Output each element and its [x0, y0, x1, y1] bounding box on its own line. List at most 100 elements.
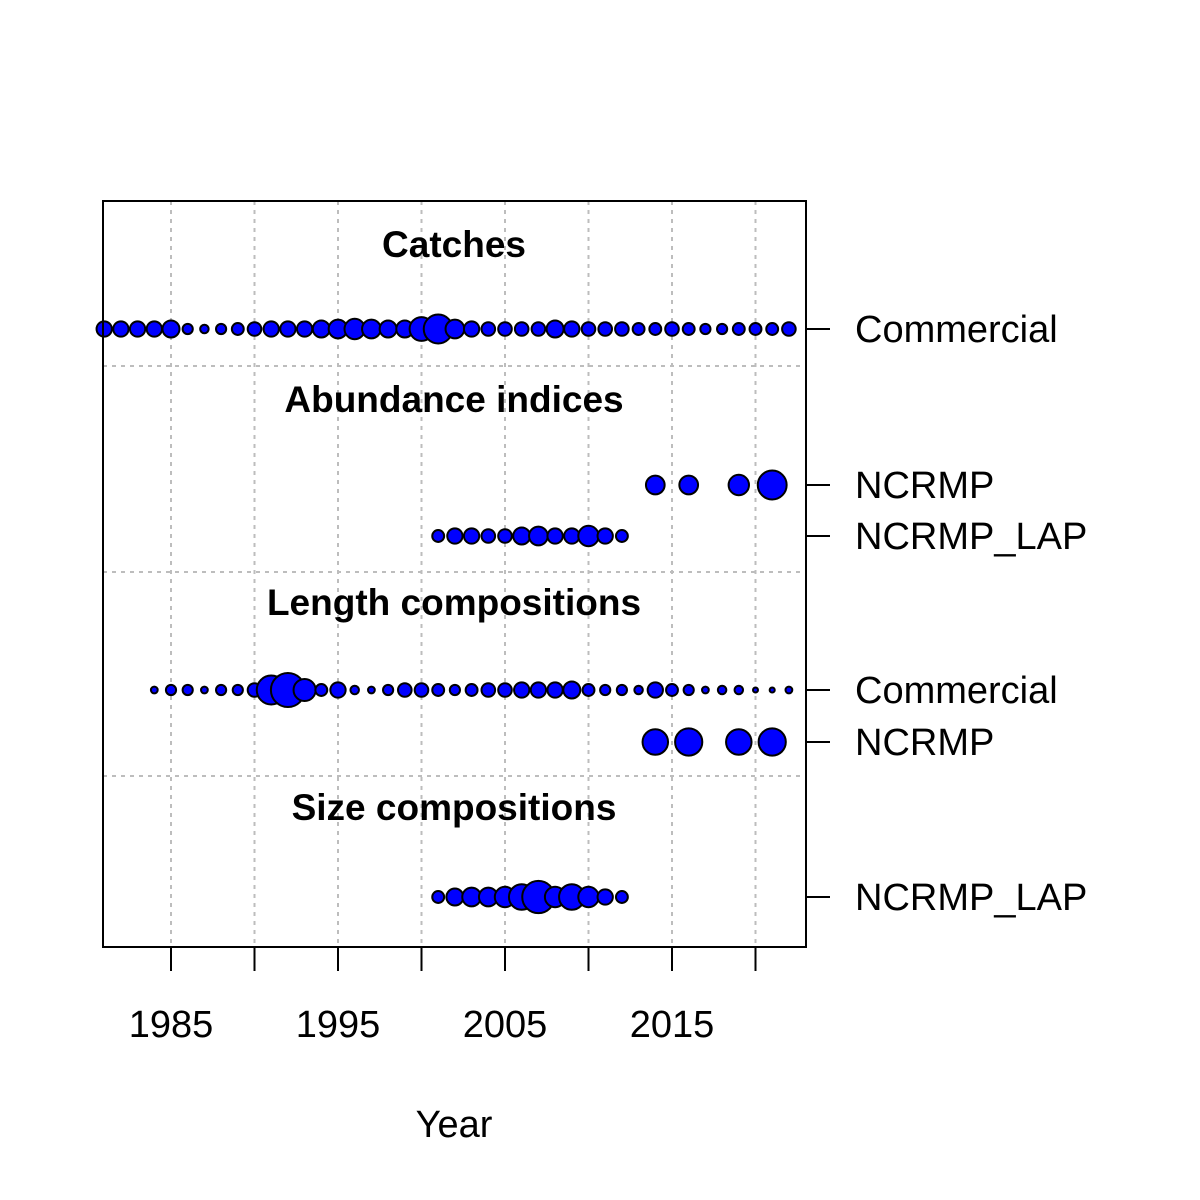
- x-axis-label: Year: [416, 1104, 493, 1146]
- data-point: [431, 529, 446, 543]
- section-title-abundance-indices: Abundance indices: [284, 379, 623, 420]
- data-point: [725, 728, 753, 756]
- data-point: [596, 888, 614, 906]
- section-title-size-compositions: Size compositions: [292, 787, 617, 828]
- x-axis: 1985 1995 2005 2015: [129, 946, 757, 1046]
- data-point: [752, 686, 759, 694]
- data-point: [716, 684, 728, 696]
- data-point: [295, 320, 314, 338]
- data-point: [646, 681, 664, 699]
- data-point: [448, 683, 461, 697]
- data-point: [716, 322, 729, 336]
- series-label: Commercial: [855, 309, 1058, 351]
- data-point: [682, 683, 695, 697]
- data-point: [546, 681, 564, 699]
- data-point: [413, 682, 430, 698]
- data-point: [497, 528, 513, 544]
- x-tick-label: 2015: [630, 1004, 715, 1046]
- data-point: [681, 322, 696, 336]
- data-point: [215, 322, 228, 336]
- data-point: [614, 529, 629, 543]
- data-point: [349, 684, 360, 696]
- data-point: [678, 474, 700, 496]
- data-point: [480, 682, 497, 698]
- data-point: [279, 320, 297, 338]
- data-point: [615, 683, 629, 697]
- data-point: [378, 319, 398, 339]
- data-point: [674, 727, 704, 757]
- data-point: [597, 321, 614, 337]
- data-point: [513, 681, 531, 699]
- data-point: [577, 524, 600, 548]
- data-point: [781, 321, 797, 337]
- data-point: [444, 318, 466, 340]
- data-point: [95, 320, 113, 338]
- data-point: [397, 682, 413, 698]
- x-tick-label: 2005: [463, 1004, 548, 1046]
- data-point: [580, 321, 597, 337]
- data-point: [431, 683, 446, 697]
- data-point: [631, 322, 646, 336]
- data-point: [664, 321, 680, 337]
- series-label: NCRMP_LAP: [855, 516, 1087, 558]
- data-point: [512, 526, 532, 546]
- data-point: [382, 683, 395, 697]
- data-point: [633, 684, 644, 696]
- data-point: [733, 684, 745, 696]
- data-point: [756, 469, 788, 501]
- data-point: [112, 320, 130, 338]
- section-title-catches: Catches: [382, 224, 526, 265]
- data-point: [231, 683, 244, 697]
- data-point: [446, 527, 464, 545]
- data-point: [563, 320, 581, 338]
- data-point: [563, 527, 581, 545]
- data-point: [727, 473, 750, 497]
- data-point: [528, 525, 549, 547]
- data-point: [149, 685, 159, 695]
- data-point: [230, 322, 245, 336]
- data-point: [731, 322, 746, 336]
- data-point: [462, 320, 481, 338]
- data-point: [464, 683, 479, 697]
- data-points: [95, 313, 797, 915]
- data-point: [562, 680, 582, 700]
- data-point: [699, 322, 712, 336]
- data-point: [164, 683, 178, 697]
- series-label: NCRMP: [855, 722, 994, 764]
- data-point: [545, 319, 565, 339]
- data-point: [246, 321, 263, 337]
- data-point: [581, 683, 596, 697]
- data-point: [641, 728, 670, 756]
- data-point: [757, 727, 787, 757]
- x-tick-label: 1995: [296, 1004, 381, 1046]
- data-point: [529, 681, 548, 699]
- data-point: [431, 890, 446, 904]
- data-point: [497, 682, 513, 698]
- data-point: [314, 683, 329, 697]
- data-point: [614, 890, 629, 904]
- data-point: [480, 321, 497, 337]
- data-point: [577, 885, 600, 909]
- data-point: [199, 323, 210, 335]
- data-point: [462, 527, 481, 545]
- data-point: [445, 887, 465, 907]
- data-point: [665, 683, 679, 697]
- data-point: [367, 685, 376, 695]
- data-point: [181, 683, 194, 697]
- data-point: [596, 527, 614, 545]
- grid-lines: [103, 201, 806, 947]
- data-point: [292, 677, 317, 703]
- data-point: [644, 474, 666, 496]
- data-point: [361, 318, 382, 340]
- data-point: [200, 685, 209, 695]
- section-titles: Catches Abundance indices Length composi…: [267, 224, 641, 828]
- data-point: [128, 320, 147, 338]
- series-label: Commercial: [855, 670, 1058, 712]
- plot-frame: [102, 200, 807, 948]
- data-point: [748, 322, 763, 336]
- data-point: [648, 322, 663, 336]
- data-point: [614, 321, 630, 337]
- data-point: [215, 683, 228, 697]
- section-title-length-compositions: Length compositions: [267, 582, 641, 623]
